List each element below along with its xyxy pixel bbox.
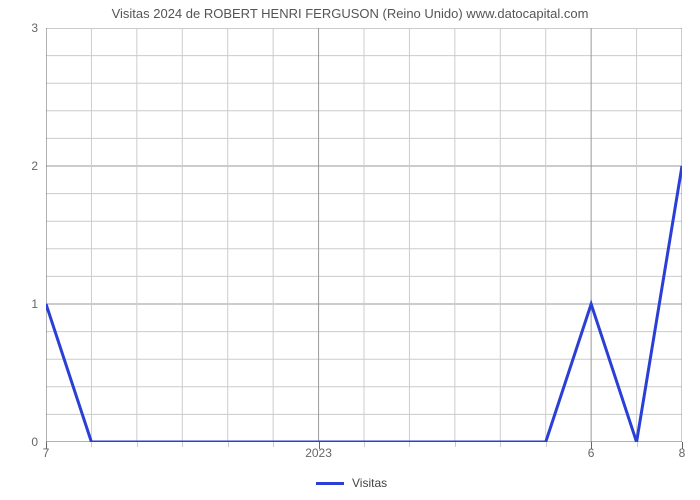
chart-title: Visitas 2024 de ROBERT HENRI FERGUSON (R… bbox=[0, 6, 700, 21]
plot-svg bbox=[46, 28, 682, 442]
x-minor-tick bbox=[228, 442, 229, 447]
legend: Visitas bbox=[316, 476, 387, 490]
x-major-tick bbox=[46, 442, 47, 449]
y-tick-label: 1 bbox=[31, 297, 38, 311]
x-major-tick bbox=[319, 442, 320, 449]
plot-area bbox=[46, 28, 682, 442]
x-minor-tick bbox=[182, 442, 183, 447]
chart-container: Visitas 2024 de ROBERT HENRI FERGUSON (R… bbox=[0, 0, 700, 500]
x-minor-tick bbox=[637, 442, 638, 447]
y-tick-label: 3 bbox=[31, 21, 38, 35]
x-minor-tick bbox=[546, 442, 547, 447]
x-minor-tick bbox=[273, 442, 274, 447]
x-major-tick bbox=[682, 442, 683, 449]
x-major-tick bbox=[591, 442, 592, 449]
x-minor-tick bbox=[364, 442, 365, 447]
legend-swatch bbox=[316, 482, 344, 485]
legend-label: Visitas bbox=[352, 476, 387, 490]
x-minor-tick bbox=[455, 442, 456, 447]
y-tick-label: 0 bbox=[31, 435, 38, 449]
x-minor-tick bbox=[500, 442, 501, 447]
x-minor-tick bbox=[137, 442, 138, 447]
y-tick-label: 2 bbox=[31, 159, 38, 173]
x-minor-tick bbox=[91, 442, 92, 447]
x-minor-tick bbox=[409, 442, 410, 447]
